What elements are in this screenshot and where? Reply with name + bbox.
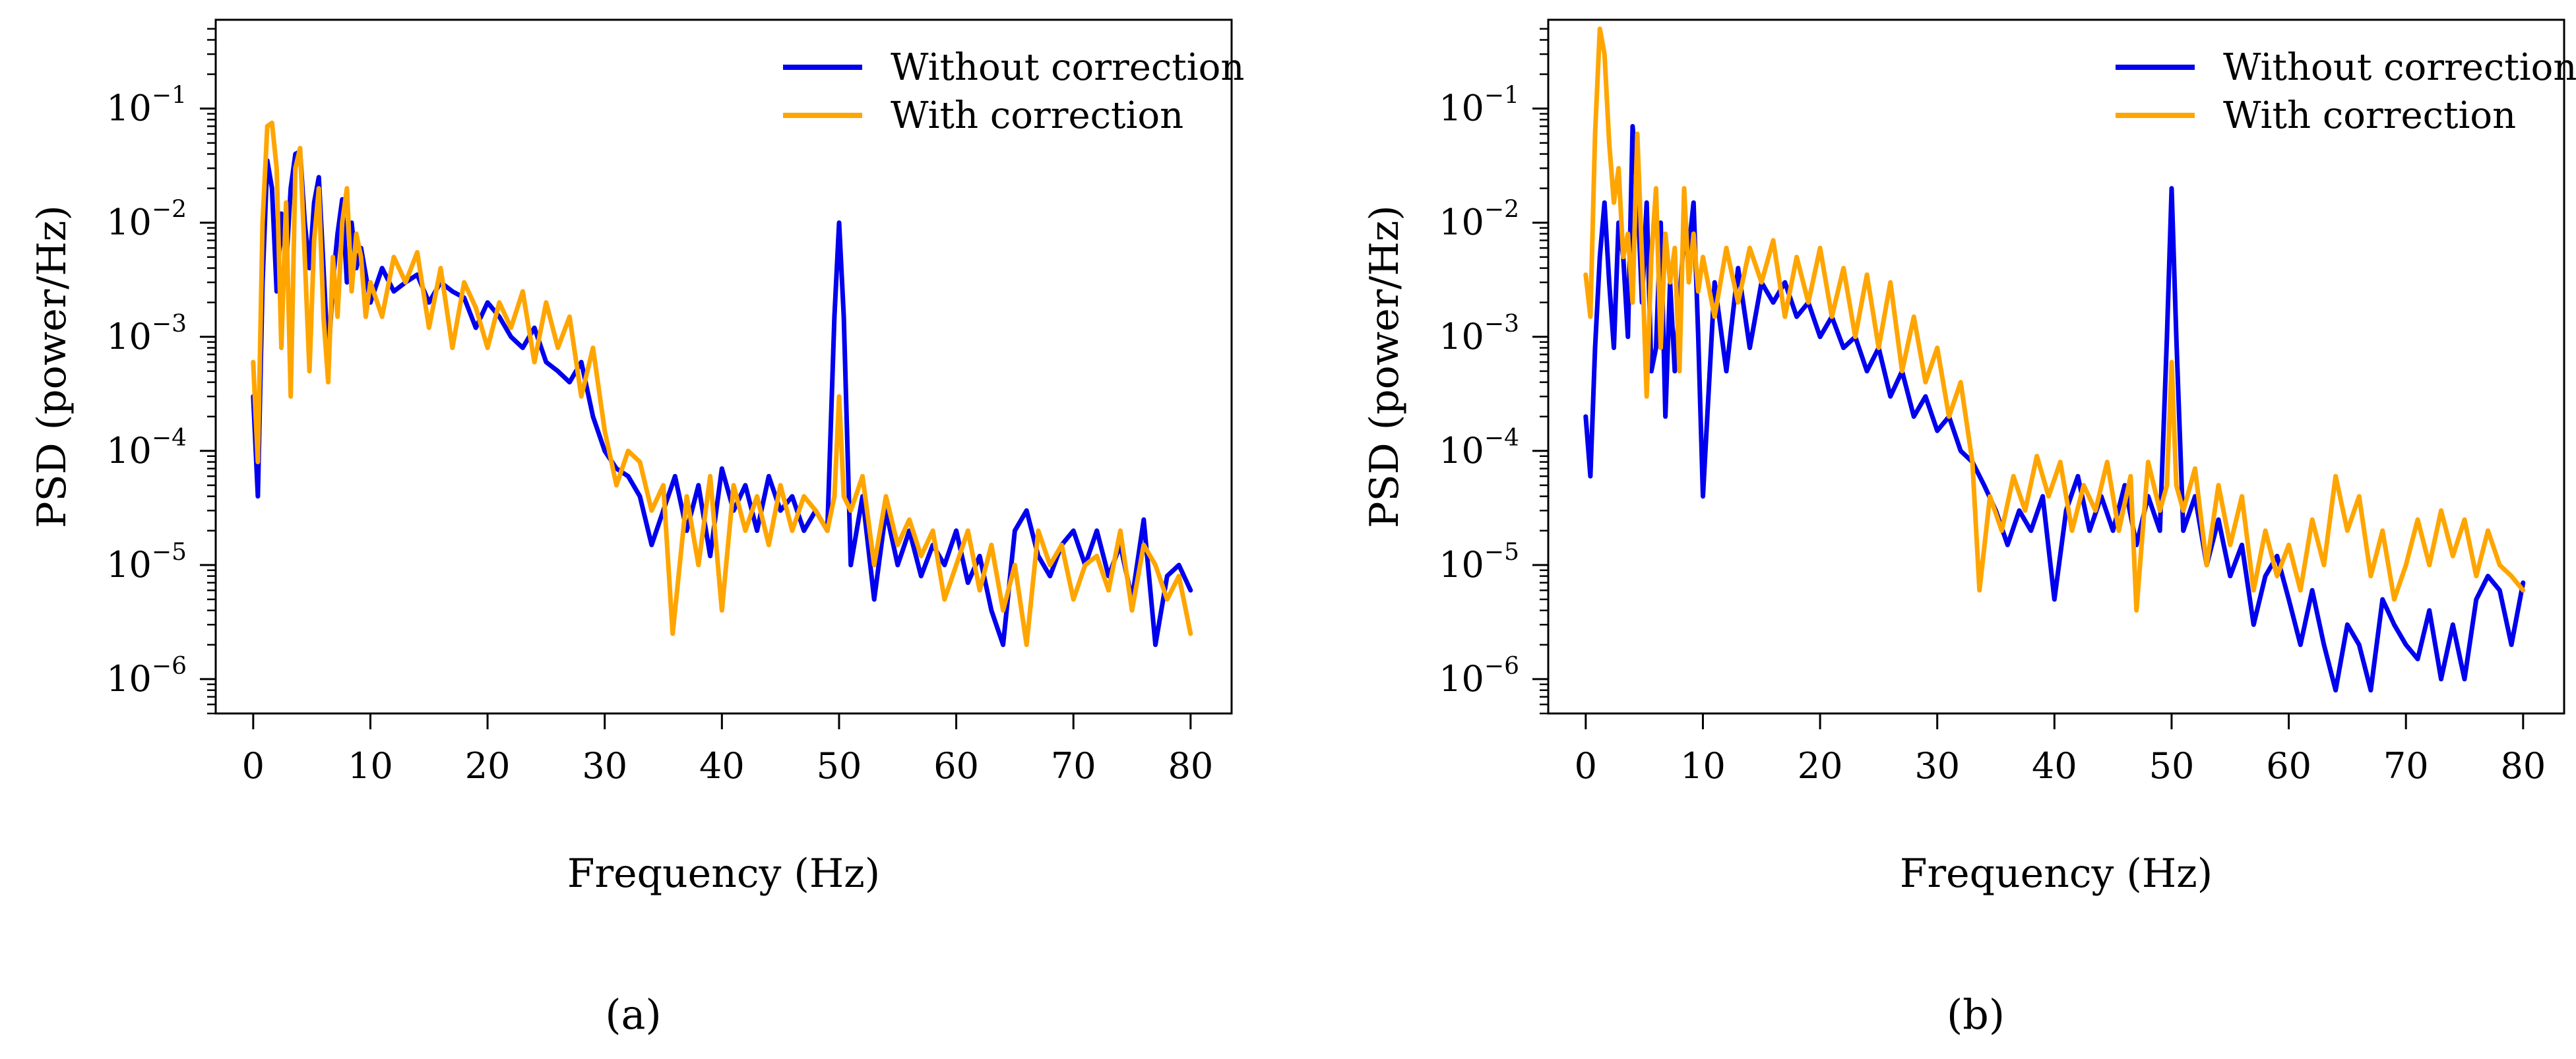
plot-frame [1547,18,2565,715]
x-tick-label: 0 [1575,745,1597,787]
legend-entry: Without correction [2223,46,2576,89]
y-tick-exponent: −3 [152,311,187,338]
panel-b: 0 10 20 30 40 50 60 70 8010−610−510−410−310−210−… [1362,18,2576,1039]
y-tick-exponent: −5 [152,539,187,566]
y-tick-exponent: −5 [1484,539,1519,566]
series-group [251,120,1193,648]
x-tick-label: 30 [1914,745,1960,787]
series-line-with-correction [1583,26,2526,613]
legend-entry: Without correction [891,46,1244,89]
series-line-without-correction [251,149,1193,648]
x-tick-label: 50 [2149,745,2195,787]
x-tick-label: 50 [817,745,862,787]
x-tick-label: 80 [1168,745,1213,787]
y-tick-exponent: −4 [1484,425,1519,452]
y-tick-exponent: −4 [152,425,187,452]
y-tick-label: 10−2 [106,197,187,243]
y-tick-exponent: −2 [152,197,187,224]
y-tick-label: 10−3 [106,311,187,357]
series-line-without-correction [1583,124,2526,693]
y-tick-label: 10−5 [1439,539,1519,586]
panel-label: (a) [605,990,661,1039]
y-tick-exponent: −1 [1484,82,1519,109]
y-tick-base: 10 [106,202,152,243]
x-axis-label: Frequency (Hz) [567,851,880,897]
y-tick-label: 10−4 [106,425,187,471]
x-tick-label: 20 [1798,745,1843,787]
x-tick-label: 80 [2500,745,2546,787]
y-tick-base: 10 [106,430,152,471]
y-tick-label: 10−2 [1439,197,1519,243]
y-tick-exponent: −2 [1484,197,1519,224]
y-tick-base: 10 [106,658,152,700]
legend-entry: With correction [891,94,1183,137]
y-tick-label: 10−5 [106,539,187,586]
x-tick-label: 0 [242,745,265,787]
x-tick-label: 70 [1051,745,1096,787]
y-axis-label: PSD (power/Hz) [1362,205,1408,528]
y-tick-label: 10−4 [1439,425,1519,471]
y-tick-base: 10 [1439,430,1484,471]
panel-a: 0 10 20 30 40 50 60 70 8010−610−510−410−310−210−… [29,18,1244,1039]
y-tick-base: 10 [106,88,152,129]
y-axis-label: PSD (power/Hz) [29,205,75,528]
y-tick-base: 10 [1439,658,1484,700]
x-axis-label: Frequency (Hz) [1900,851,2213,897]
y-tick-base: 10 [1439,544,1484,586]
y-tick-exponent: −1 [152,82,187,109]
y-tick-base: 10 [1439,202,1484,243]
y-tick-label: 10−6 [106,653,187,700]
x-tick-label: 70 [2383,745,2429,787]
y-tick-label: 10−6 [1439,653,1519,700]
panel-label: (b) [1947,990,2005,1039]
legend-entry: With correction [2223,94,2516,137]
y-tick-base: 10 [1439,316,1484,357]
y-tick-exponent: −6 [1484,653,1519,680]
series-line-with-correction [251,120,1193,648]
y-tick-base: 10 [1439,88,1484,129]
y-tick-label: 10−1 [1439,82,1519,129]
x-tick-label: 60 [2266,745,2311,787]
x-tick-label: 60 [933,745,979,787]
x-tick-label: 10 [348,745,393,787]
x-tick-label: 20 [465,745,511,787]
x-tick-label: 10 [1680,745,1726,787]
y-tick-exponent: −3 [1484,311,1519,338]
y-tick-label: 10−3 [1439,311,1519,357]
y-tick-base: 10 [106,544,152,586]
series-group [1583,26,2526,693]
x-tick-label: 30 [582,745,627,787]
y-tick-base: 10 [106,316,152,357]
plot-frame [214,18,1233,715]
x-tick-label: 40 [699,745,745,787]
y-tick-label: 10−1 [106,82,187,129]
y-tick-exponent: −6 [152,653,187,680]
x-tick-label: 40 [2032,745,2077,787]
